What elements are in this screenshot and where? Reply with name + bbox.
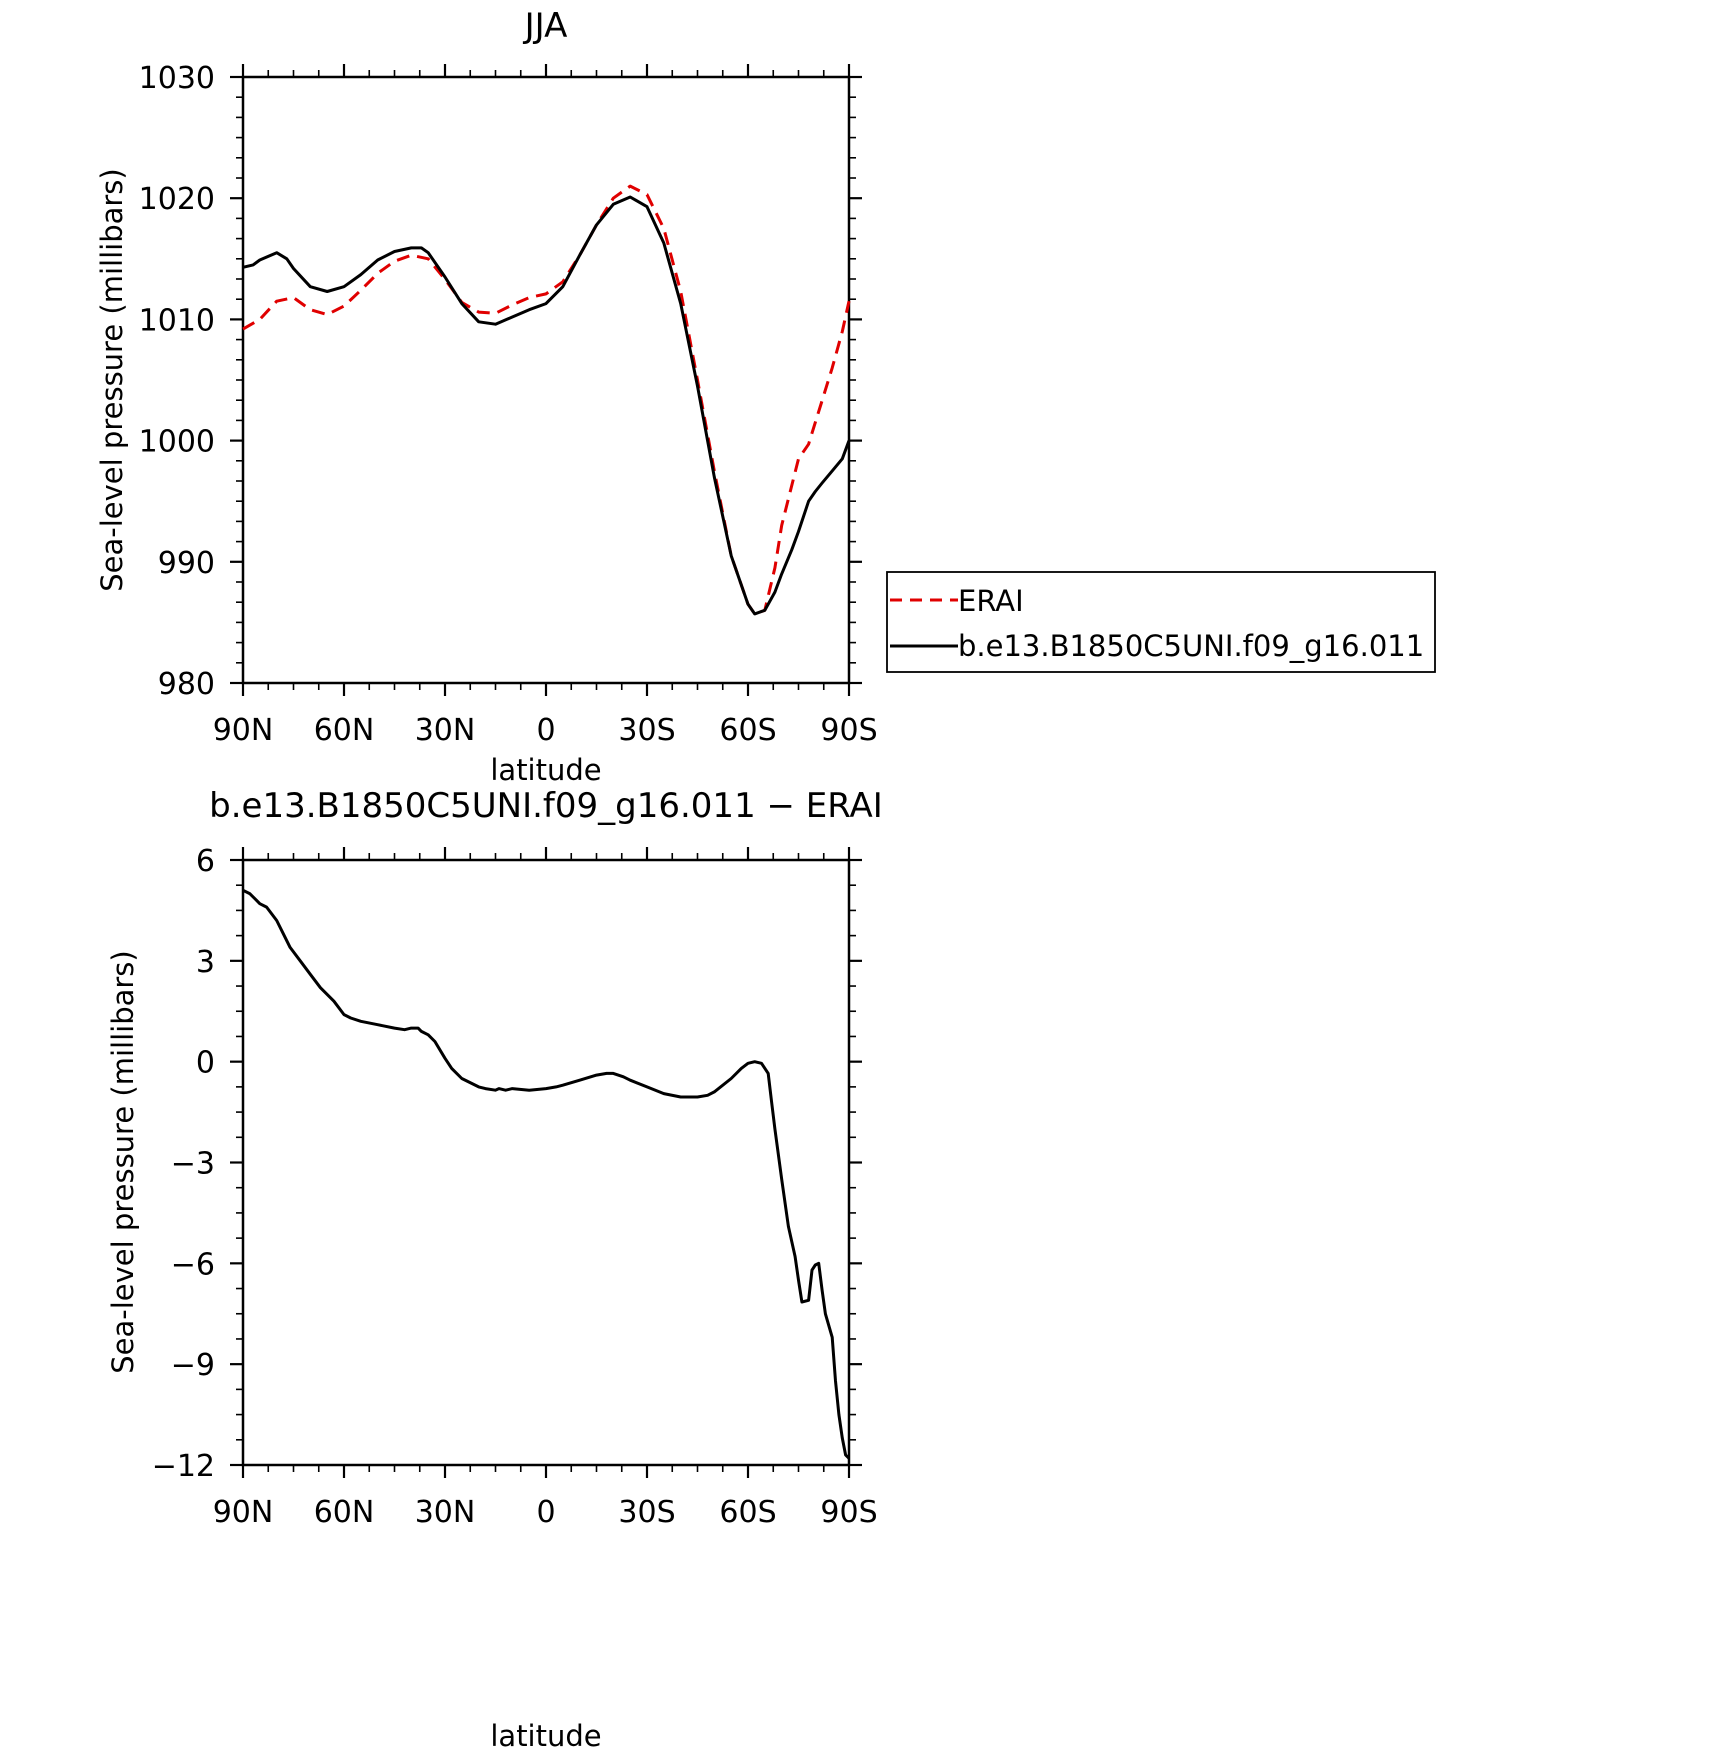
y-tick-label: 0: [196, 1046, 215, 1081]
top-y-tick-labels: 980 990 1000 1010 1020 1030: [139, 61, 215, 702]
legend-model-label: b.e13.B1850C5UNI.f09_g16.011: [958, 629, 1424, 663]
bottom-chart-title: b.e13.B1850C5UNI.f09_g16.011 − ERAI: [209, 786, 883, 826]
x-tick-label: 90S: [820, 1495, 877, 1530]
y-tick-label: −9: [171, 1348, 215, 1383]
top-plot-frame: [241, 75, 851, 685]
x-tick-label: 30S: [618, 713, 675, 748]
top-panel: JJA 980 990 1000 1010 1020 1030 90N 60N 30N 0 30S…: [95, 6, 878, 787]
x-tick-label: 60S: [719, 1495, 776, 1530]
legend-erai-label: ERAI: [958, 584, 1024, 618]
y-tick-label: 990: [158, 546, 215, 581]
y-tick-label: −12: [152, 1449, 215, 1484]
y-tick-label: 980: [158, 667, 215, 702]
y-tick-label: −3: [171, 1147, 215, 1182]
bottom-y-axis-label: Sea-level pressure (millibars): [106, 950, 140, 1373]
y-tick-label: 6: [196, 844, 215, 879]
bottom-panel: b.e13.B1850C5UNI.f09_g16.011 − ERAI 6 3 0 −…: [106, 786, 883, 1751]
top-series-group: [242, 184, 851, 616]
bottom-y-tick-labels: 6 3 0 −3 −6 −9 −12: [152, 844, 215, 1484]
series-line-erai: [242, 184, 851, 616]
bottom-plot-frame: [241, 858, 851, 1467]
x-tick-label: 90S: [820, 713, 877, 748]
bottom-x-tick-labels: 90N 60N 30N 0 30S 60S 90S: [213, 1495, 878, 1530]
top-x-axis-label: latitude: [490, 753, 601, 787]
y-tick-label: 3: [196, 945, 215, 980]
bottom-series-group: [242, 888, 851, 1460]
legend-box: [886, 571, 1436, 673]
x-tick-label: 30S: [618, 1495, 675, 1530]
bottom-axis-ticks: [230, 847, 862, 1478]
legend: ERAI b.e13.B1850C5UNI.f09_g16.011: [886, 571, 1436, 673]
x-tick-label: 60N: [314, 1495, 375, 1530]
x-tick-label: 90N: [213, 713, 274, 748]
y-tick-label: 1000: [139, 425, 215, 460]
bottom-x-axis-label: latitude: [490, 1719, 601, 1751]
y-tick-label: 1030: [139, 61, 215, 96]
x-tick-label: 0: [536, 713, 555, 748]
x-tick-label: 30N: [415, 713, 476, 748]
top-chart-title: JJA: [523, 6, 568, 46]
series-line-model: [242, 195, 851, 616]
x-tick-label: 90N: [213, 1495, 274, 1530]
x-tick-label: 0: [536, 1495, 555, 1530]
y-tick-label: 1020: [139, 182, 215, 217]
x-tick-label: 60S: [719, 713, 776, 748]
top-axis-ticks: [230, 64, 862, 696]
x-tick-label: 60N: [314, 713, 375, 748]
y-tick-label: 1010: [139, 303, 215, 338]
top-y-axis-label: Sea-level pressure (millibars): [95, 168, 129, 591]
x-tick-label: 30N: [415, 1495, 476, 1530]
top-x-tick-labels: 90N 60N 30N 0 30S 60S 90S: [213, 713, 878, 748]
y-tick-label: −6: [171, 1247, 215, 1282]
series-line-difference: [242, 888, 851, 1460]
